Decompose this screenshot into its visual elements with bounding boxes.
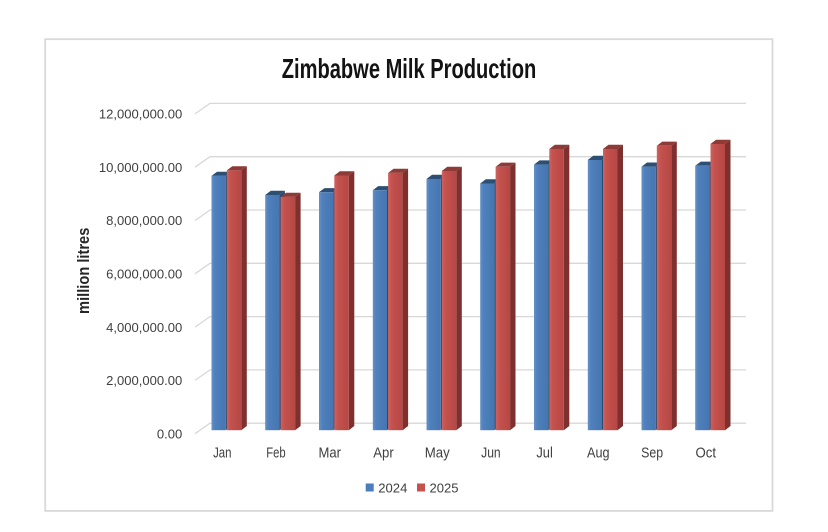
svg-text:8,000,000.00: 8,000,000.00	[106, 213, 182, 228]
svg-text:2,000,000.00: 2,000,000.00	[106, 373, 182, 388]
svg-text:million litres: million litres	[75, 228, 93, 314]
svg-text:Oct: Oct	[696, 444, 717, 461]
svg-text:4,000,000.00: 4,000,000.00	[106, 320, 182, 335]
svg-text:Apr: Apr	[373, 444, 394, 461]
svg-text:Jun: Jun	[481, 444, 501, 461]
svg-text:12,000,000.00: 12,000,000.00	[99, 107, 182, 122]
svg-text:0.00: 0.00	[157, 426, 182, 441]
svg-text:Jan: Jan	[213, 444, 231, 461]
svg-text:10,000,000.00: 10,000,000.00	[99, 160, 182, 175]
svg-text:Sep: Sep	[641, 444, 663, 461]
svg-text:Zimbabwe Milk Production: Zimbabwe Milk Production	[282, 53, 537, 84]
svg-text:6,000,000.00: 6,000,000.00	[106, 267, 182, 282]
svg-text:2025: 2025	[430, 481, 459, 496]
svg-text:Aug: Aug	[587, 444, 610, 461]
svg-text:Jul: Jul	[536, 444, 553, 461]
svg-text:Feb: Feb	[266, 444, 285, 461]
svg-text:Mar: Mar	[318, 444, 341, 461]
svg-text:May: May	[425, 444, 450, 461]
svg-text:2024: 2024	[378, 481, 407, 496]
